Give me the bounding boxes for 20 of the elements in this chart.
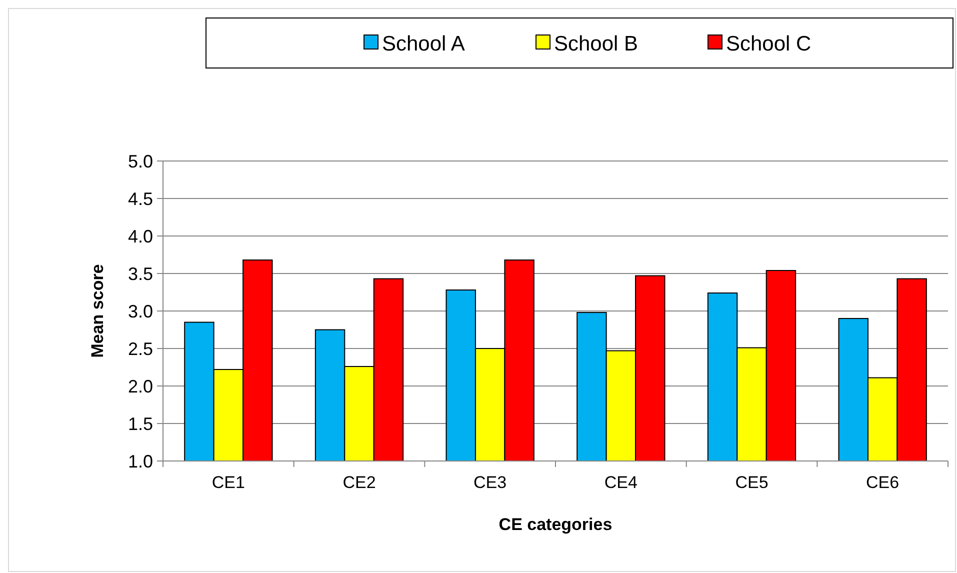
x-tick-label: CE3 [474,473,507,492]
x-axis-title: CE categories [498,515,612,534]
y-tick-label: 2.5 [128,338,153,359]
y-tick-label: 2.0 [128,376,153,396]
x-tick-label: CE2 [342,473,376,492]
x-tick-label: CE4 [604,473,638,492]
y-tick-label: 5.0 [128,151,153,172]
y-axis-title: Mean score [88,264,107,358]
y-tick-label: 4.5 [128,188,153,209]
x-tick-label: CE5 [735,473,768,492]
legend-label: School C [726,32,812,56]
legend-label: School A [382,32,465,56]
y-tick-label: 3.5 [128,264,153,284]
y-tick-label: 1.5 [128,414,153,434]
y-tick-label: 1.0 [128,451,153,472]
y-tick-label: 3.0 [128,301,153,322]
legend-label: School B [554,32,638,56]
x-tick-label: CE6 [866,473,900,492]
x-tick-label: CE1 [212,473,245,492]
y-tick-label: 4.0 [128,226,153,246]
